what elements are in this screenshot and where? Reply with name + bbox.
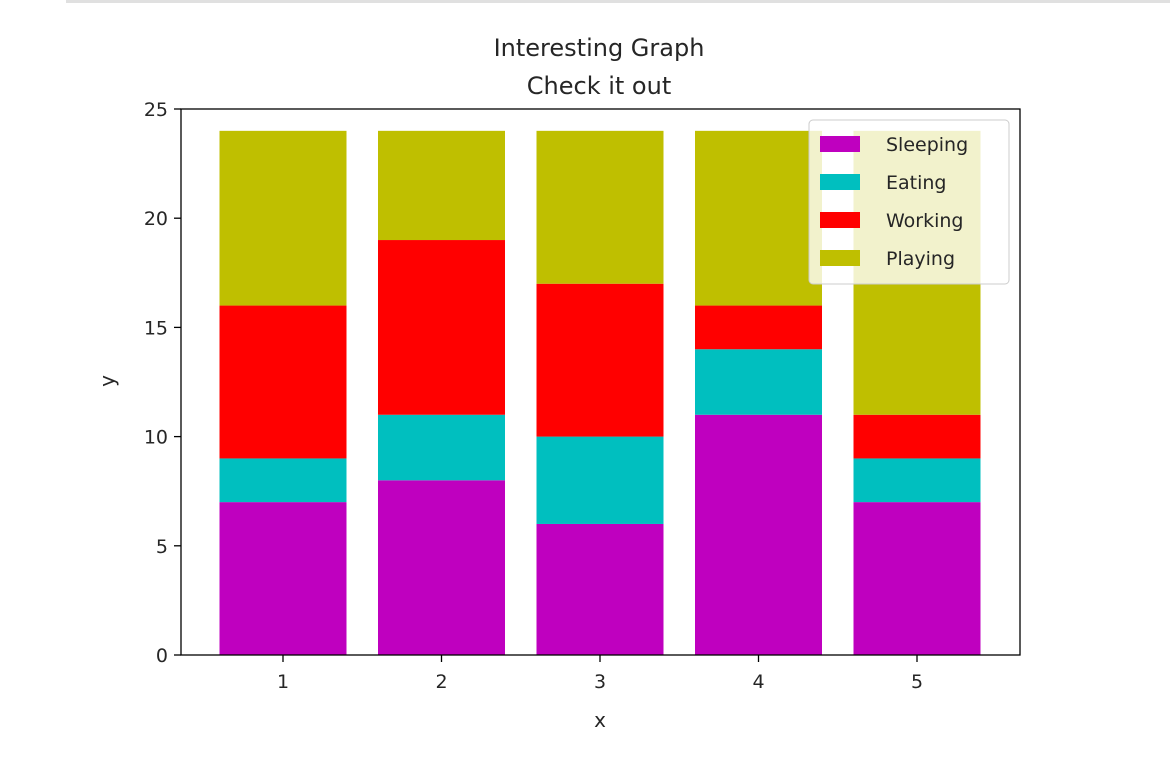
- bar-working-5: [853, 414, 981, 459]
- y-tick-label: 20: [144, 208, 168, 230]
- bar-sleeping-5: [853, 502, 981, 655]
- bar-sleeping-1: [219, 502, 347, 655]
- bar-eating-3: [536, 436, 664, 524]
- legend-box: [808, 119, 1010, 285]
- legend-swatch-working: [820, 212, 860, 228]
- y-tick-label: 15: [144, 317, 168, 339]
- legend-swatch-sleeping: [820, 136, 860, 152]
- x-tick-label: 1: [277, 671, 289, 693]
- legend-label-eating: Eating: [886, 172, 946, 194]
- bar-eating-4: [695, 349, 822, 415]
- bar-sleeping-2: [378, 480, 505, 655]
- bar-sleeping-4: [695, 414, 822, 655]
- axes-layer: 1 2 3 4 5 0 5 10 15 20 25: [144, 99, 1021, 693]
- y-tick-label: 5: [156, 536, 168, 558]
- x-tick-label: 4: [752, 671, 764, 693]
- legend-label-working: Working: [886, 210, 964, 232]
- legend-swatch-eating: [820, 174, 860, 190]
- bar-playing-4: [695, 130, 822, 306]
- legend-label-playing: Playing: [886, 248, 955, 270]
- bar-playing-3: [536, 130, 664, 284]
- bar-working-3: [536, 283, 664, 437]
- bar-working-2: [378, 240, 505, 415]
- y-axis-label: y: [95, 375, 119, 387]
- y-tick-label: 10: [144, 427, 168, 449]
- bar-eating-2: [378, 414, 505, 481]
- bar-sleeping-3: [536, 523, 664, 655]
- bar-playing-2: [378, 130, 505, 241]
- cell-divider: [66, 0, 1170, 3]
- bar-eating-5: [853, 458, 981, 503]
- bar-playing-1: [219, 130, 347, 306]
- chart-title: Interesting Graph: [494, 34, 705, 62]
- legend: Sleeping Eating Working Playing: [808, 119, 1010, 285]
- bar-working-1: [219, 305, 347, 459]
- x-axis-label: x: [594, 708, 606, 732]
- bar-eating-1: [219, 458, 347, 503]
- x-tick-label: 5: [911, 671, 923, 693]
- chart-subtitle: Check it out: [527, 72, 671, 100]
- bars-layer: [219, 130, 981, 655]
- legend-swatch-playing: [820, 250, 860, 266]
- legend-label-sleeping: Sleeping: [886, 134, 968, 156]
- y-tick-label: 25: [144, 99, 168, 121]
- x-tick-label: 3: [594, 671, 606, 693]
- y-tick-label: 0: [156, 645, 168, 667]
- bar-working-4: [695, 305, 822, 350]
- x-tick-label: 2: [435, 671, 447, 693]
